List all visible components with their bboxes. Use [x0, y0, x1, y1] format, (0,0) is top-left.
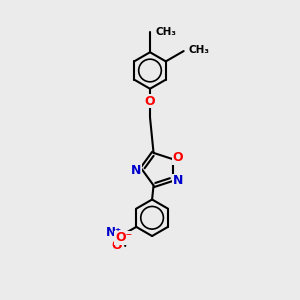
Text: O: O	[145, 94, 155, 108]
Text: N⁺: N⁺	[106, 226, 122, 239]
Text: CH₃: CH₃	[155, 27, 176, 37]
Text: N: N	[173, 174, 183, 187]
Text: O: O	[172, 151, 183, 164]
Text: O: O	[112, 239, 122, 252]
Text: N: N	[131, 164, 142, 177]
Text: O⁻: O⁻	[115, 231, 132, 244]
Text: CH₃: CH₃	[189, 46, 210, 56]
